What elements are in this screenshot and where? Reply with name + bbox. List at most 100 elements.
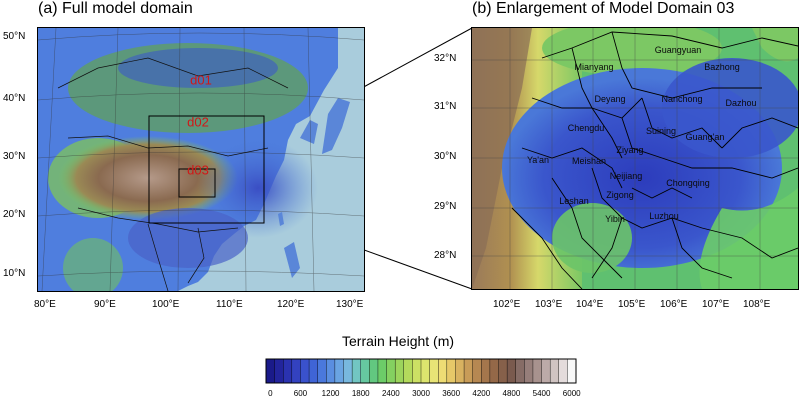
- city-label: Guang'an: [685, 132, 725, 142]
- colorbar-swatch: [274, 358, 284, 384]
- colorbar: [265, 358, 577, 384]
- panel-b-lon-label: 105°E: [618, 299, 646, 310]
- colorbar-swatch: [549, 358, 560, 384]
- domain-label-d02: d02: [187, 114, 209, 130]
- colorbar-swatch: [489, 358, 499, 384]
- prefecture-boundaries: [511, 31, 798, 289]
- panel-a-lon-label: 80°E: [34, 299, 56, 310]
- city-label: Mianyang: [574, 62, 614, 72]
- panel-b-map: Guangyuan Mianyang Bazhong Deyang Nancho…: [471, 27, 799, 290]
- panel-a-map: d01 d02 d03: [37, 27, 365, 292]
- domain-d03-box: [178, 168, 216, 198]
- panel-b-lat-label: 29°N: [434, 201, 457, 212]
- colorbar-tick-label: 3000: [412, 389, 430, 398]
- panel-a-lat-label: 50°N: [3, 31, 26, 42]
- panel-b-lon-label: 107°E: [702, 299, 730, 310]
- panel-a-lat-label: 30°N: [3, 151, 26, 162]
- colorbar-swatch: [558, 358, 568, 384]
- city-label: Meishan: [571, 156, 607, 166]
- panel-a-lon-label: 110°E: [216, 299, 243, 310]
- panel-a-lon-label: 120°E: [277, 299, 305, 310]
- panel-b-lon-label: 108°E: [743, 299, 771, 310]
- colorbar-tick-label: 1200: [321, 389, 340, 398]
- colorbar-swatch: [265, 358, 276, 384]
- panel-b-lat-label: 32°N: [434, 53, 457, 64]
- city-label: Neijiang: [609, 171, 643, 181]
- colorbar-swatch: [524, 358, 534, 384]
- colorbar-swatch: [481, 358, 491, 384]
- panel-b-lat-label: 31°N: [434, 101, 457, 112]
- colorbar-swatch: [438, 358, 448, 384]
- colorbar-swatch: [300, 358, 310, 384]
- colorbar-tick-label: 0: [268, 389, 273, 398]
- colorbar-swatch: [334, 358, 344, 384]
- colorbar-swatch: [317, 358, 327, 384]
- city-label: Ya'an: [526, 155, 550, 165]
- colorbar-swatch: [403, 358, 413, 384]
- domain-d02-box: [148, 115, 265, 224]
- domain-label-d03: d03: [187, 162, 209, 178]
- colorbar-swatch: [541, 358, 551, 384]
- panel-b-lon-label: 106°E: [660, 299, 688, 310]
- colorbar-tick-label: 6000: [562, 389, 581, 398]
- colorbar-swatch: [455, 358, 465, 384]
- colorbar-swatch: [532, 358, 543, 384]
- city-label: Chengdu: [567, 123, 605, 133]
- colorbar-tick-label: 3600: [442, 389, 461, 398]
- colorbar-swatch: [351, 358, 362, 384]
- colorbar-swatch: [463, 358, 474, 384]
- panel-b-lon-label: 102°E: [493, 299, 521, 310]
- colorbar-swatch: [369, 358, 379, 384]
- colorbar-swatch: [283, 358, 293, 384]
- colorbar-swatch: [515, 358, 525, 384]
- colorbar-swatch: [429, 358, 439, 384]
- colorbar-tick-label: 4200: [472, 389, 491, 398]
- city-label: Suining: [645, 126, 677, 136]
- colorbar-swatch: [394, 358, 405, 384]
- colorbar-swatch: [506, 358, 517, 384]
- panel-a-lat-label: 40°N: [3, 93, 26, 104]
- domain-label-d01: d01: [190, 72, 212, 88]
- city-label: Zigong: [606, 190, 634, 200]
- panel-b-title: (b) Enlargement of Model Domain 03: [472, 0, 735, 17]
- colorbar-tick-label: 2400: [381, 389, 400, 398]
- city-label: Yibin: [605, 214, 625, 224]
- panel-a-lat-label: 10°N: [3, 268, 26, 279]
- colorbar-swatch: [360, 358, 370, 384]
- colorbar-swatch: [291, 358, 301, 384]
- panel-b-lat-label: 28°N: [434, 250, 457, 261]
- colorbar-outline: [265, 358, 577, 384]
- colorbar-swatch: [446, 358, 456, 384]
- panel-b-lon-label: 104°E: [576, 299, 604, 310]
- city-label: Deyang: [594, 94, 626, 104]
- colorbar-tick-label: 1800: [351, 389, 370, 398]
- colorbar-tick-label: 4800: [502, 389, 521, 398]
- city-label: Dazhou: [725, 98, 757, 108]
- colorbar-swatch: [377, 358, 388, 384]
- panel-a-lon-label: 90°E: [94, 299, 116, 310]
- colorbar-swatch: [343, 358, 353, 384]
- city-label: Leshan: [559, 196, 589, 206]
- panel-a-lon-label: 130°E: [336, 299, 364, 310]
- city-label: Ziyang: [616, 145, 644, 155]
- city-label: Guangyuan: [654, 45, 702, 55]
- colorbar-swatch: [498, 358, 508, 384]
- panel-b-lat-label: 30°N: [434, 151, 457, 162]
- city-label: Bazhong: [704, 62, 740, 72]
- tibetan-plateau: [58, 136, 238, 220]
- colorbar-tick-label: 600: [293, 389, 308, 398]
- panel-b-lon-label: 103°E: [535, 299, 563, 310]
- city-label: Luzhou: [649, 211, 679, 221]
- colorbar-swatch: [386, 358, 396, 384]
- colorbar-title: Terrain Height (m): [342, 333, 455, 349]
- colorbar-swatch: [326, 358, 336, 384]
- panel-a-lat-label: 20°N: [3, 209, 26, 220]
- city-label: Chongqing: [666, 178, 710, 188]
- colorbar-swatch: [412, 358, 422, 384]
- panel-a-lon-label: 100°E: [152, 299, 180, 310]
- colorbar-swatch: [567, 358, 577, 384]
- panel-a-title: (a) Full model domain: [38, 0, 193, 17]
- colorbar-swatch: [308, 358, 319, 384]
- city-label: Nanchong: [661, 94, 703, 104]
- colorbar-swatch: [420, 358, 431, 384]
